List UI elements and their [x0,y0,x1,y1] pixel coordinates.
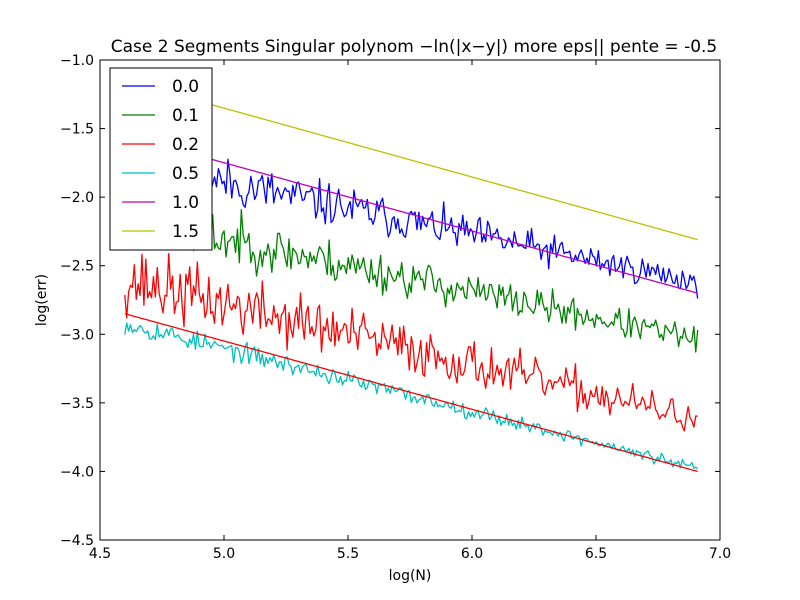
legend-label: 1.5 [172,222,199,242]
plot-frame [99,59,721,541]
x-tick-label: 5.5 [337,546,359,562]
x-tick-label: 5.0 [213,546,235,562]
series-line-1-0 [124,134,698,294]
legend-label: 0.0 [172,77,199,97]
series-line-1-5 [124,79,698,241]
y-tick-label: −3.0 [60,327,94,343]
legend-label: 0.1 [172,106,199,126]
series-line-0-2-fit [124,313,698,473]
chart-title: Case 2 Segments Singular polynom −ln(|x−… [111,37,718,57]
y-tick-label: −4.0 [60,464,94,480]
x-tick-label: 7.0 [709,546,731,562]
x-tick-label: 6.5 [585,546,607,562]
series-line-0-5 [124,322,699,470]
series-line-0-0 [124,138,699,299]
x-tick-label: 6.0 [461,546,483,562]
x-tick-label: 4.5 [89,546,111,562]
y-tick-label: −1.5 [60,122,94,138]
legend-label: 1.0 [172,193,199,213]
y-tick-label: −1.0 [60,53,94,69]
series-layer [124,79,699,473]
legend-label: 0.5 [172,164,199,184]
series-line-0-1 [124,200,699,353]
tick-layer: 4.5 5.0 5.5 6.0 6.5 7.0 −4.5 −4.0 −3.5 −3.0 −2.5 −2… [60,53,731,562]
y-tick-label: −3.5 [60,396,94,412]
y-axis-label: log(err) [34,274,50,326]
y-tick-label: −2.0 [60,190,94,206]
legend-label: 0.2 [172,135,199,155]
series-line-0-2 [124,252,698,432]
legend: 0.0 0.1 0.2 0.5 1.0 1.5 [109,67,213,251]
legend-box [109,67,213,251]
y-tick-label: −4.5 [60,533,94,549]
y-tick-label: −2.5 [60,259,94,275]
x-axis-label: log(N) [389,568,432,584]
